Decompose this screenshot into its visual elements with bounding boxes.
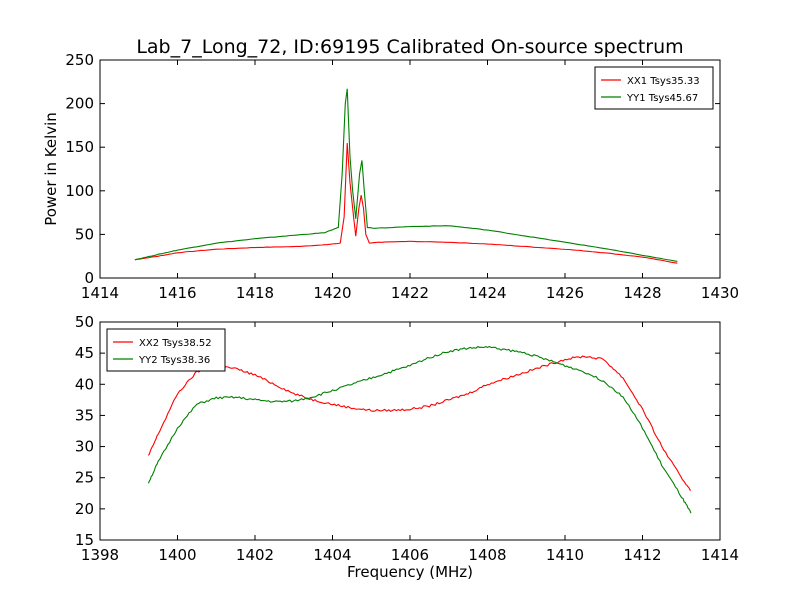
x-tick-label: 1402 [236,546,274,564]
legend: XX2 Tsys38.52 YY2 Tsys38.36 [106,328,226,372]
y-tick-label: 50 [75,313,94,331]
y-tick-label: 150 [65,138,94,156]
y-tick-label: 0 [84,269,94,287]
y-tick-label: 20 [75,500,94,518]
series-line-1-2 [134,88,678,262]
x-tick-label: 1406 [391,546,429,564]
legend-label: YY2 Tsys38.36 [138,355,210,366]
y-tick-label: 35 [75,406,94,424]
x-tick-label: 1426 [546,284,584,302]
x-tick-label: 1420 [313,284,351,302]
x-tick-label: 1416 [158,284,196,302]
y-tick-label: 200 [65,95,94,113]
x-tick-label: 1408 [468,546,506,564]
x-tick-label: 1398 [81,546,119,564]
x-tick-label: 1410 [546,546,584,564]
legend-box [594,66,714,110]
x-tick-label: 1404 [313,546,351,564]
legend-label: XX2 Tsys38.52 [139,338,212,349]
x-tick-label: 1400 [158,546,196,564]
x-tick-label: 1414 [701,546,739,564]
y-axis-label: Power in Kelvin [42,112,60,226]
x-tick-label: 1424 [468,284,506,302]
legend-label: YY1 Tsys45.67 [626,93,698,104]
series-line-2-2 [147,345,692,514]
x-tick-label: 1412 [623,546,661,564]
series-line-1-1 [134,142,678,264]
x-tick-label: 1428 [623,284,661,302]
chart-title: Lab_7_Long_72, ID:69195 Calibrated On-so… [136,36,683,58]
y-tick-label: 45 [75,344,94,362]
legend: XX1 Tsys35.33 YY1 Tsys45.67 [594,66,714,110]
top-spectrum-plot: 1414 1416 1418 1420 1422 1424 1426 1428 1430 0 50 1… [42,51,739,302]
legend-box [106,328,226,372]
x-tick-label: 1414 [81,284,119,302]
series-line-2-1 [147,355,692,491]
y-tick-label: 100 [65,182,94,200]
x-axis-label: Frequency (MHz) [347,563,473,581]
x-tick-label: 1430 [701,284,739,302]
bottom-spectrum-plot: 1398 1400 1402 1404 1406 1408 1410 1412 1414 15 20… [75,313,739,581]
y-tick-label: 25 [75,469,94,487]
y-tick-label: 40 [75,375,94,393]
x-tick-label: 1418 [236,284,274,302]
y-tick-label: 50 [75,225,94,243]
y-tick-label: 250 [65,51,94,69]
x-tick-label: 1422 [391,284,429,302]
y-tick-label: 30 [75,438,94,456]
y-tick-label: 15 [75,531,94,549]
legend-label: XX1 Tsys35.33 [627,76,700,87]
